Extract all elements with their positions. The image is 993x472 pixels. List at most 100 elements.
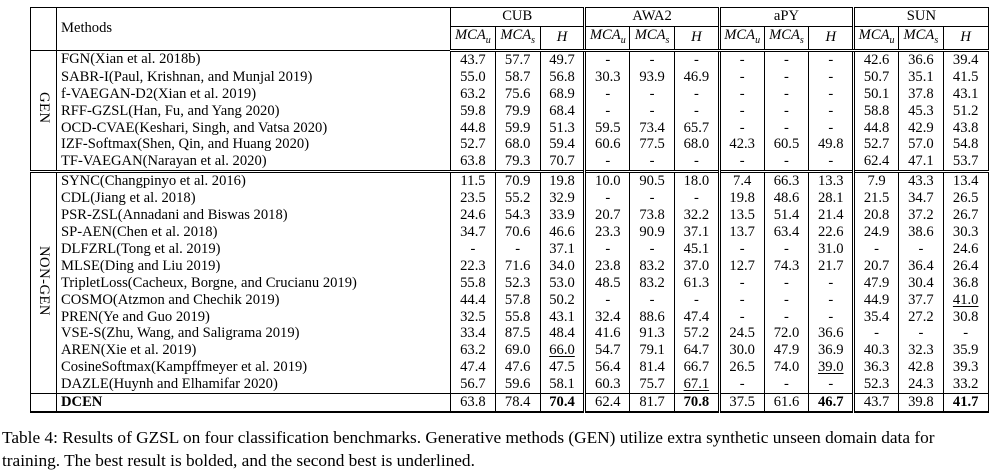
value-cell: 30.3 [583, 68, 631, 86]
value-cell: 42.8 [897, 359, 944, 377]
value-cell: 79.9 [494, 102, 541, 120]
value-cell: - [808, 119, 855, 137]
value-cell: 7.9 [852, 170, 899, 191]
value-cell: - [717, 291, 765, 309]
value-cell: 45.1 [673, 240, 720, 258]
value-cell: - [583, 85, 631, 103]
value-cell: 42.3 [717, 136, 765, 154]
value-cell: 73.8 [629, 207, 675, 224]
value-cell: 39.4 [942, 50, 989, 69]
table-row: MLSE(Ding and Liu 2019) 22.3 71.6 34.0 23.8 8… [31, 257, 989, 275]
value-cell: 58.8 [852, 102, 899, 120]
value-cell: 52.3 [852, 376, 899, 394]
value-cell: - [763, 153, 810, 172]
table-body: GEN FGN(Xian et al. 2018b) 43.7 57.7 49.7- - -… [30, 50, 989, 412]
value-cell: 44.8 [450, 119, 496, 137]
methods-header: Methods [56, 7, 451, 51]
value-cell: 45.3 [897, 102, 944, 120]
value-cell: 40.3 [852, 342, 899, 360]
value-cell: 62.4 [852, 153, 899, 172]
value-cell: 55.2 [494, 190, 541, 208]
value-cell: - [717, 308, 765, 326]
value-cell: 43.8 [942, 119, 989, 137]
method-name: COSMO(Atzmon and Chechik 2019) [56, 291, 451, 309]
method-name: CosineSoftmax(Kampffmeyer et al. 2019) [56, 359, 451, 377]
table-row: COSMO(Atzmon and Chechik 2019) 44.4 57.8 50… [31, 291, 989, 309]
method-name: SYNC(Changpinyo et al. 2016) [56, 170, 451, 191]
value-cell: 20.7 [583, 207, 631, 224]
dataset-header-cub: CUB [449, 7, 586, 27]
value-cell: 58.1 [539, 376, 586, 394]
value-cell: - [763, 376, 810, 394]
value-cell: - [717, 153, 765, 172]
value-cell: - [629, 240, 675, 258]
value-cell: 83.2 [629, 274, 675, 292]
value-cell: 33.2 [942, 376, 989, 394]
metric-header-mcau: MCAu [852, 25, 899, 52]
value-cell: 24.9 [852, 223, 899, 241]
value-cell: 60.3 [583, 376, 631, 394]
value-cell: 57.7 [494, 50, 541, 69]
metric-header-mcas: MCAs [763, 25, 810, 52]
value-cell: 43.1 [942, 85, 989, 103]
value-cell: 66.3 [763, 170, 810, 191]
metric-header-mcau: MCAu [583, 25, 631, 52]
method-name: DAZLE(Huynh and Elhamifar 2020) [56, 376, 451, 394]
value-cell: 90.9 [629, 223, 675, 241]
value-cell: - [717, 376, 765, 394]
value-cell: 90.5 [629, 170, 675, 191]
value-cell: 47.4 [673, 308, 720, 326]
value-cell: - [629, 291, 675, 309]
table-row: DAZLE(Huynh and Elhamifar 2020) 56.7 59.6 5… [31, 376, 989, 394]
value-cell: 54.8 [942, 136, 989, 154]
table-caption: Table 4: Results of GZSL on four classif… [2, 427, 935, 470]
value-cell: 46.7 [808, 393, 855, 412]
value-cell: - [942, 325, 989, 343]
value-cell: 35.4 [852, 308, 899, 326]
value-cell: - [717, 68, 765, 86]
value-cell: 44.9 [852, 291, 899, 309]
value-cell: - [763, 102, 810, 120]
value-cell: 75.6 [494, 85, 541, 103]
value-cell: - [852, 325, 899, 343]
value-cell: 13.4 [942, 170, 989, 191]
value-cell: 37.5 [717, 393, 765, 412]
metric-header-mcas: MCAs [629, 25, 675, 52]
value-cell: 24.6 [942, 240, 989, 258]
value-cell: 35.9 [942, 342, 989, 360]
value-cell: 36.3 [852, 359, 899, 377]
table-row: IZF-Softmax(Shen, Qin, and Huang 2020) 52… [31, 136, 989, 154]
value-cell: - [763, 240, 810, 258]
value-cell: 34.7 [450, 223, 496, 241]
method-name: IZF-Softmax(Shen, Qin, and Huang 2020) [56, 136, 451, 154]
value-cell: 75.7 [629, 376, 675, 394]
value-cell: 48.6 [763, 190, 810, 208]
value-cell: - [629, 85, 675, 103]
value-cell: 26.5 [942, 190, 989, 208]
table-row: GEN FGN(Xian et al. 2018b) 43.7 57.7 49.7- - -… [30, 50, 989, 172]
value-cell: - [808, 85, 855, 103]
value-cell: 66.0 [539, 342, 586, 360]
dataset-header-awa2: AWA2 [583, 7, 720, 27]
value-cell: - [583, 102, 631, 120]
value-cell: - [673, 291, 720, 309]
value-cell: 32.9 [539, 190, 586, 208]
value-cell: 37.7 [897, 291, 944, 309]
value-cell: 70.7 [539, 153, 586, 172]
value-cell: 64.7 [673, 342, 720, 360]
value-cell: 59.8 [450, 102, 496, 120]
value-cell: 69.0 [494, 342, 541, 360]
value-cell: 41.5 [942, 68, 989, 86]
value-cell: 74.3 [763, 257, 810, 275]
value-cell: 59.9 [494, 119, 541, 137]
value-cell: 21.7 [808, 257, 855, 275]
value-cell: 39.8 [897, 393, 944, 412]
value-cell: 43.1 [539, 308, 586, 326]
value-cell: 60.6 [583, 136, 631, 154]
value-cell: 56.4 [583, 359, 631, 377]
value-cell: 52.7 [852, 136, 899, 154]
method-name: FGN(Xian et al. 2018b) [56, 50, 451, 69]
value-cell: 59.5 [583, 119, 631, 137]
table-row: CDL(Jiang et al. 2018) 23.5 55.2 32.9- - -19.… [31, 190, 989, 208]
table-row: f-VAEGAN-D2(Xian et al. 2019) 63.2 75.6 68.… [31, 85, 989, 103]
